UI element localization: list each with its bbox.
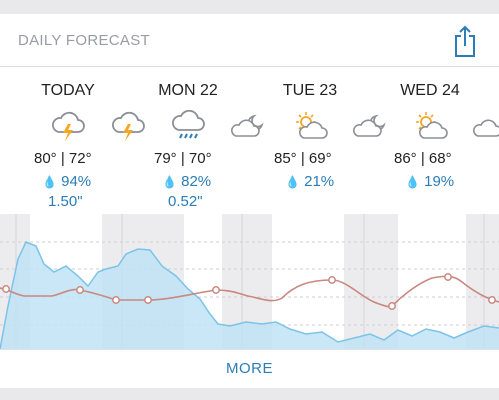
partly-cloudy-day-icon xyxy=(416,112,448,139)
drop-icon: 💧 xyxy=(285,175,300,189)
drop-icon: 💧 xyxy=(162,175,177,189)
share-button[interactable] xyxy=(452,24,478,58)
precip-amount: 0.52" xyxy=(168,193,203,210)
storm-icon xyxy=(52,111,85,141)
day-name: TUE 23 xyxy=(282,82,338,99)
header-title: DAILY FORECAST xyxy=(18,32,151,49)
temperature-markers xyxy=(2,273,496,310)
partly-cloudy-day-icon xyxy=(296,112,328,139)
precip-chance: 💧 94% xyxy=(42,173,92,190)
forecast-graph xyxy=(0,214,499,349)
precip-line xyxy=(0,241,499,349)
more-button[interactable]: MORE xyxy=(0,349,499,388)
day-name: MON 22 xyxy=(158,82,218,99)
day-name: WED 24 xyxy=(400,82,460,99)
drop-icon: 💧 xyxy=(42,175,57,189)
share-icon xyxy=(455,25,475,57)
partly-cloudy-night-icon xyxy=(473,119,499,137)
day-name: TODAY xyxy=(41,82,95,99)
storm-icon xyxy=(112,111,145,141)
temperature-range: 79° | 70° xyxy=(154,150,212,167)
precip-chance: 💧 19% xyxy=(405,173,455,190)
temperature-range: 80° | 72° xyxy=(34,150,92,167)
temperature-range: 86° | 68° xyxy=(394,150,452,167)
precip-chance: 💧 21% xyxy=(285,173,335,190)
partly-cloudy-night-icon xyxy=(231,114,264,137)
rain-icon xyxy=(172,110,205,139)
temperature-range: 85° | 69° xyxy=(274,150,332,167)
partly-cloudy-night-icon xyxy=(353,114,386,137)
drop-icon: 💧 xyxy=(405,175,420,189)
precip-area xyxy=(0,242,499,349)
forecast-header: DAILY FORECAST xyxy=(0,14,499,67)
gridlines xyxy=(0,241,499,326)
precip-chance: 💧 82% xyxy=(162,173,212,190)
precip-amount: 1.50" xyxy=(48,193,83,210)
